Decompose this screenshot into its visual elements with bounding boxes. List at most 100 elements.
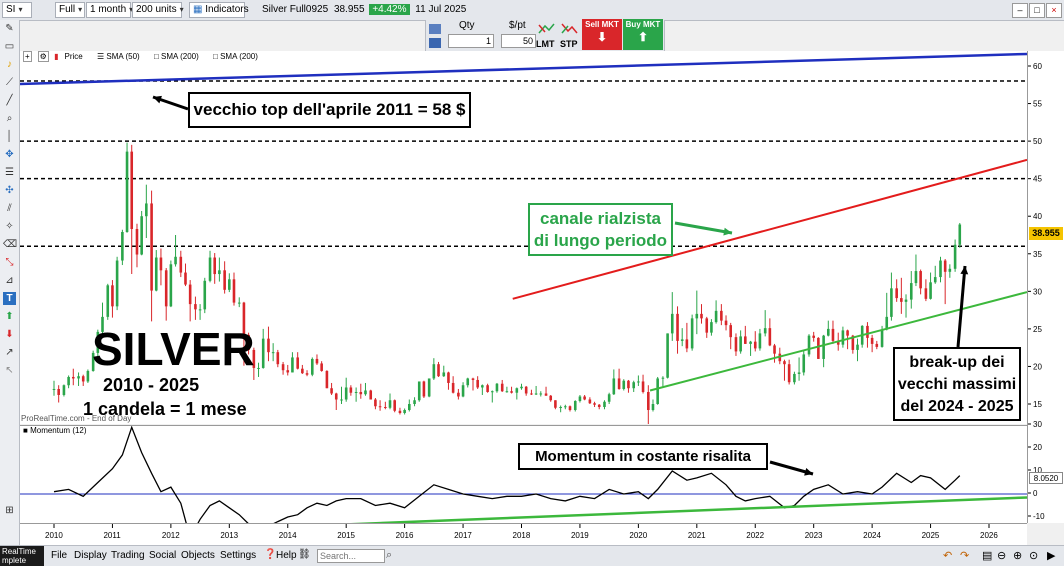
candle-body (364, 390, 367, 395)
indicators-label: Indicators (205, 4, 249, 15)
pointer-icon[interactable]: ↖ (5, 365, 14, 376)
trash-icon[interactable]: ⌫ (3, 239, 18, 250)
long-term-resistance-line (20, 52, 1027, 86)
menu-display[interactable]: Display (74, 550, 107, 561)
layout-grid-icon[interactable]: ⊞ (5, 505, 14, 516)
move-icon[interactable]: ✣ (5, 185, 14, 196)
order-book-icon[interactable] (429, 24, 441, 34)
zoom-fit-icon[interactable]: ⊙ (1029, 550, 1039, 562)
zoom-out-icon[interactable]: ⊖ (997, 550, 1007, 562)
candle-body (62, 385, 66, 395)
candle-body (169, 264, 173, 307)
sma50-legend-item[interactable]: ☰ SMA (50) (96, 52, 140, 61)
minimize-icon[interactable]: – (1012, 3, 1028, 18)
candle-body (753, 341, 757, 349)
old-top-arrow-head (153, 95, 162, 104)
alert-bell-icon[interactable]: ♪ (7, 59, 12, 70)
symbol-dropdown[interactable]: SI ▾ (2, 2, 32, 18)
candle-body (690, 318, 694, 349)
maximize-icon[interactable]: □ (1029, 3, 1045, 18)
candle-body (490, 391, 494, 393)
pattern-icon[interactable]: ✧ (5, 221, 14, 232)
price-legend-label: Price (64, 52, 83, 61)
arrow-tool-icon[interactable]: ↗ (5, 347, 14, 358)
momentum-legend[interactable]: ■ Momentum (12) (23, 426, 87, 435)
candle-body (384, 407, 387, 409)
search-icon[interactable]: ⌕ (386, 549, 393, 561)
year-tick-label: 2017 (454, 531, 472, 540)
candle-body (135, 228, 139, 255)
momentum-title: Momentum (12) (30, 426, 87, 435)
candle-body (656, 378, 659, 404)
account-icon[interactable] (429, 38, 441, 48)
stop-order-button[interactable]: STP (560, 39, 578, 49)
undo-icon[interactable]: ↶ (943, 550, 953, 562)
buy-market-label: Buy MKT (625, 20, 661, 29)
qty-input[interactable] (448, 34, 494, 48)
trend-line-icon[interactable]: ╱ (6, 95, 13, 106)
candle-icon: ▮ (54, 52, 59, 61)
settings-icon[interactable]: ⚙ (37, 51, 49, 62)
zoom-icon[interactable]: ⌕ (6, 113, 13, 124)
menu-social[interactable]: Social (149, 550, 177, 561)
price-chart-pane[interactable]: + ⚙ ▮ Price ☰ SMA (50) □ SMA (200) □ SMA (… (20, 51, 1027, 424)
channel-annotation: canale rialzista di lungo periodo (528, 203, 673, 256)
sma200b-legend-item[interactable]: □ SMA (200) (213, 52, 258, 61)
gann-icon[interactable]: ⤡ (5, 257, 14, 268)
stop-order-icon[interactable] (559, 21, 579, 37)
indicators-button[interactable]: ▦ Indicators (189, 2, 249, 18)
redo-icon[interactable]: ↷ (960, 550, 970, 562)
add-icon[interactable]: + (23, 51, 32, 62)
menu-objects[interactable]: Objects (181, 550, 215, 561)
link-icon[interactable]: ⛓ (298, 549, 311, 560)
time-axis[interactable]: 2010 2011 2012 2013 2014 2015 2016 2017 2018 2019… (20, 523, 1027, 546)
momentum-trend-line (325, 496, 1027, 524)
sell-arrow-tool-icon[interactable]: ⬇ (5, 329, 14, 340)
search-input[interactable] (317, 549, 385, 563)
period-dropdown[interactable]: 1 month▾ (86, 2, 133, 18)
chart-options-icon[interactable]: ▤ (982, 550, 993, 562)
pencil-icon[interactable]: ✎ (5, 23, 14, 34)
price-tick-label: 35 (1033, 250, 1042, 259)
instrument-name: Silver Full0925 (262, 4, 329, 15)
year-tick-label: 2024 (863, 531, 881, 540)
buy-arrow-tool-icon[interactable]: ⬆ (5, 311, 14, 322)
point-value-input[interactable] (501, 34, 536, 48)
help-icon[interactable]: ❓ (264, 549, 277, 560)
channel-text-2: di lungo periodo (533, 231, 668, 250)
candle-body (783, 361, 786, 365)
menu-settings[interactable]: Settings (220, 550, 257, 561)
eraser-icon[interactable]: ▭ (4, 41, 15, 52)
fibonacci-icon[interactable]: ☰ (5, 167, 14, 178)
sell-market-button[interactable]: Sell MKT ⬇ (582, 19, 622, 50)
limit-order-button[interactable]: LMT (536, 39, 555, 49)
vertical-line-icon[interactable]: │ (6, 131, 13, 142)
candle-body (179, 256, 183, 273)
sma200-legend-item[interactable]: □ SMA (200) (153, 52, 199, 61)
zoom-in-icon[interactable]: ⊕ (1013, 550, 1023, 562)
breakout-text-1: break-up dei (909, 354, 1005, 371)
limit-order-icon[interactable] (536, 21, 556, 37)
close-icon[interactable]: × (1046, 3, 1062, 18)
price-legend-item[interactable]: ▮ Price (54, 52, 89, 61)
year-tick-label: 2018 (513, 531, 531, 540)
buy-market-button[interactable]: Buy MKT ⬆ (623, 19, 663, 50)
menu-help[interactable]: Help (276, 550, 297, 561)
line-segment-icon[interactable]: ⟋ (6, 77, 13, 88)
momentum-pane[interactable]: ■ Momentum (12) Momentum in costante ris… (20, 425, 1027, 524)
display-dropdown[interactable]: Full ▾ (55, 2, 85, 18)
scroll-right-icon[interactable]: ▶ (1047, 550, 1056, 562)
crosshair-icon[interactable]: ✥ (5, 149, 14, 160)
channel-icon[interactable]: ⫽ (7, 203, 12, 214)
ruler-icon[interactable]: ⊿ (5, 275, 14, 286)
candle-body (301, 368, 304, 374)
candle-body (739, 336, 742, 352)
candle-body (223, 270, 226, 290)
candle-body (573, 400, 577, 411)
text-tool-icon[interactable]: T (3, 292, 16, 305)
menu-trading[interactable]: Trading (111, 550, 145, 561)
menu-file[interactable]: File (51, 550, 68, 561)
units-dropdown[interactable]: 200 units ▾ (132, 2, 184, 18)
chevron-down-icon: ▾ (18, 5, 23, 14)
